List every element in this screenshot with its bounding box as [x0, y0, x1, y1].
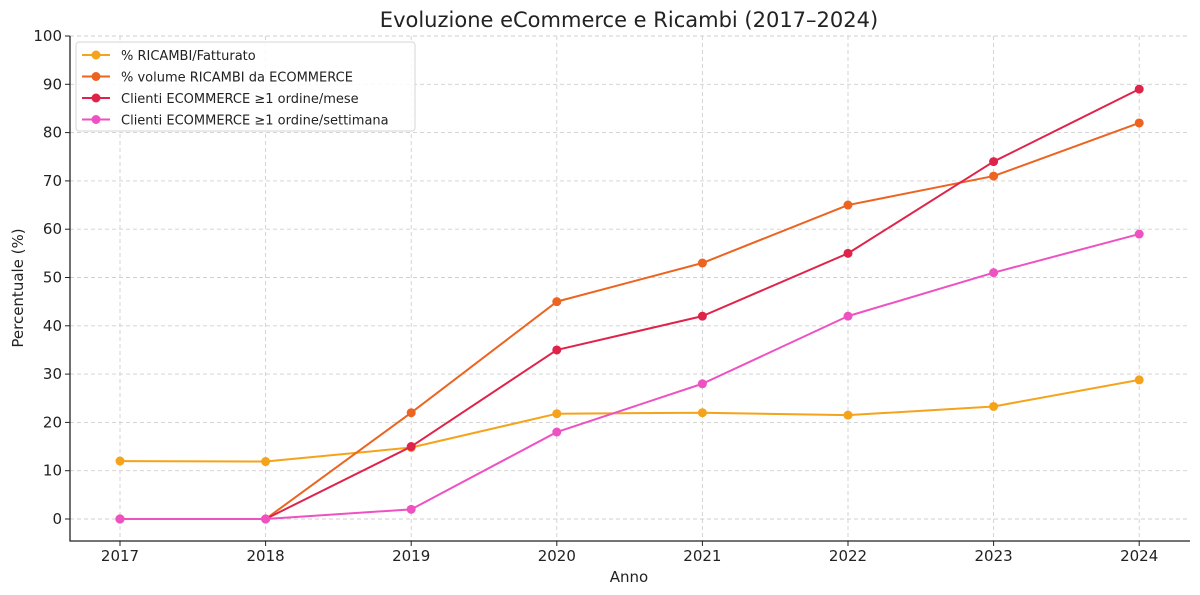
data-point — [697, 408, 707, 418]
legend: % RICAMBI/Fatturato % volume RICAMBI da E… — [75, 41, 416, 132]
series-line — [115, 229, 1144, 524]
y-tick-label: 10 — [43, 462, 62, 480]
data-point — [843, 200, 853, 210]
data-point — [989, 268, 999, 278]
series-line — [115, 118, 1144, 524]
y-tick-label: 100 — [33, 27, 62, 45]
x-tick-label: 2022 — [829, 547, 867, 565]
y-tick-label: 40 — [43, 317, 62, 335]
x-tick-label: 2024 — [1120, 547, 1158, 565]
x-tick-label: 2017 — [101, 547, 139, 565]
data-point — [989, 171, 999, 181]
data-point — [261, 514, 271, 524]
data-point — [697, 258, 707, 268]
x-tick-label: 2023 — [975, 547, 1013, 565]
y-tick-label: 30 — [43, 365, 62, 383]
data-point — [843, 248, 853, 258]
legend-label: Clienti ECOMMERCE ≥1 ordine/mese — [121, 92, 359, 107]
legend-marker-icon — [91, 115, 101, 124]
legend-marker-icon — [91, 72, 101, 81]
legend-label: % RICAMBI/Fatturato — [121, 49, 256, 64]
data-series — [115, 84, 1144, 524]
data-point — [1134, 84, 1144, 94]
x-axis-ticks: 2017 2018 2019 2020 2021 2022 2023 2024 — [101, 541, 1158, 565]
legend-marker-icon — [91, 50, 101, 60]
data-point — [989, 157, 999, 167]
data-point — [261, 457, 271, 467]
data-point — [843, 311, 853, 321]
data-point — [406, 504, 416, 514]
y-tick-label: 80 — [43, 124, 62, 142]
data-point — [697, 311, 707, 321]
legend-frame — [75, 41, 416, 132]
y-tick-label: 70 — [43, 172, 62, 190]
y-tick-label: 60 — [43, 220, 62, 238]
chart-title: Evoluzione eCommerce e Ricambi (2017–202… — [380, 8, 878, 32]
data-point — [115, 514, 125, 524]
y-axis-label: Percentuale (%) — [9, 228, 27, 347]
legend-item: Clienti ECOMMERCE ≥1 ordine/settimana — [82, 114, 389, 129]
data-point — [1134, 375, 1144, 385]
data-point — [552, 297, 562, 307]
legend-item: Clienti ECOMMERCE ≥1 ordine/mese — [82, 92, 359, 107]
data-point — [697, 379, 707, 389]
data-point — [115, 456, 125, 466]
data-point — [989, 401, 999, 411]
axis-spine — [69, 36, 1190, 542]
axes — [69, 36, 1190, 542]
series-line — [115, 375, 1144, 467]
data-point — [1134, 118, 1144, 128]
y-tick-label: 20 — [43, 413, 62, 431]
y-tick-label: 0 — [52, 510, 62, 528]
data-point — [406, 408, 416, 418]
y-tick-label: 50 — [43, 269, 62, 287]
legend-label: % volume RICAMBI da ECOMMERCE — [121, 71, 353, 86]
data-point — [552, 345, 562, 355]
grid-lines — [70, 35, 1190, 541]
legend-item: % volume RICAMBI da ECOMMERCE — [82, 71, 353, 86]
y-axis-ticks: 0 10 20 30 40 50 60 70 80 90 100 — [33, 27, 70, 528]
x-axis-label: Anno — [610, 568, 648, 586]
data-point — [552, 409, 562, 419]
data-point — [1134, 229, 1144, 239]
x-tick-label: 2019 — [392, 547, 430, 565]
data-point — [552, 427, 562, 437]
legend-item: % RICAMBI/Fatturato — [82, 49, 256, 64]
data-point — [843, 410, 853, 420]
x-tick-label: 2018 — [247, 547, 285, 565]
data-point — [406, 442, 416, 452]
series-line — [115, 84, 1144, 524]
y-tick-label: 90 — [43, 75, 62, 93]
x-tick-label: 2020 — [538, 547, 576, 565]
legend-marker-icon — [91, 93, 101, 103]
x-tick-label: 2021 — [683, 547, 721, 565]
legend-label: Clienti ECOMMERCE ≥1 ordine/settimana — [121, 114, 389, 129]
